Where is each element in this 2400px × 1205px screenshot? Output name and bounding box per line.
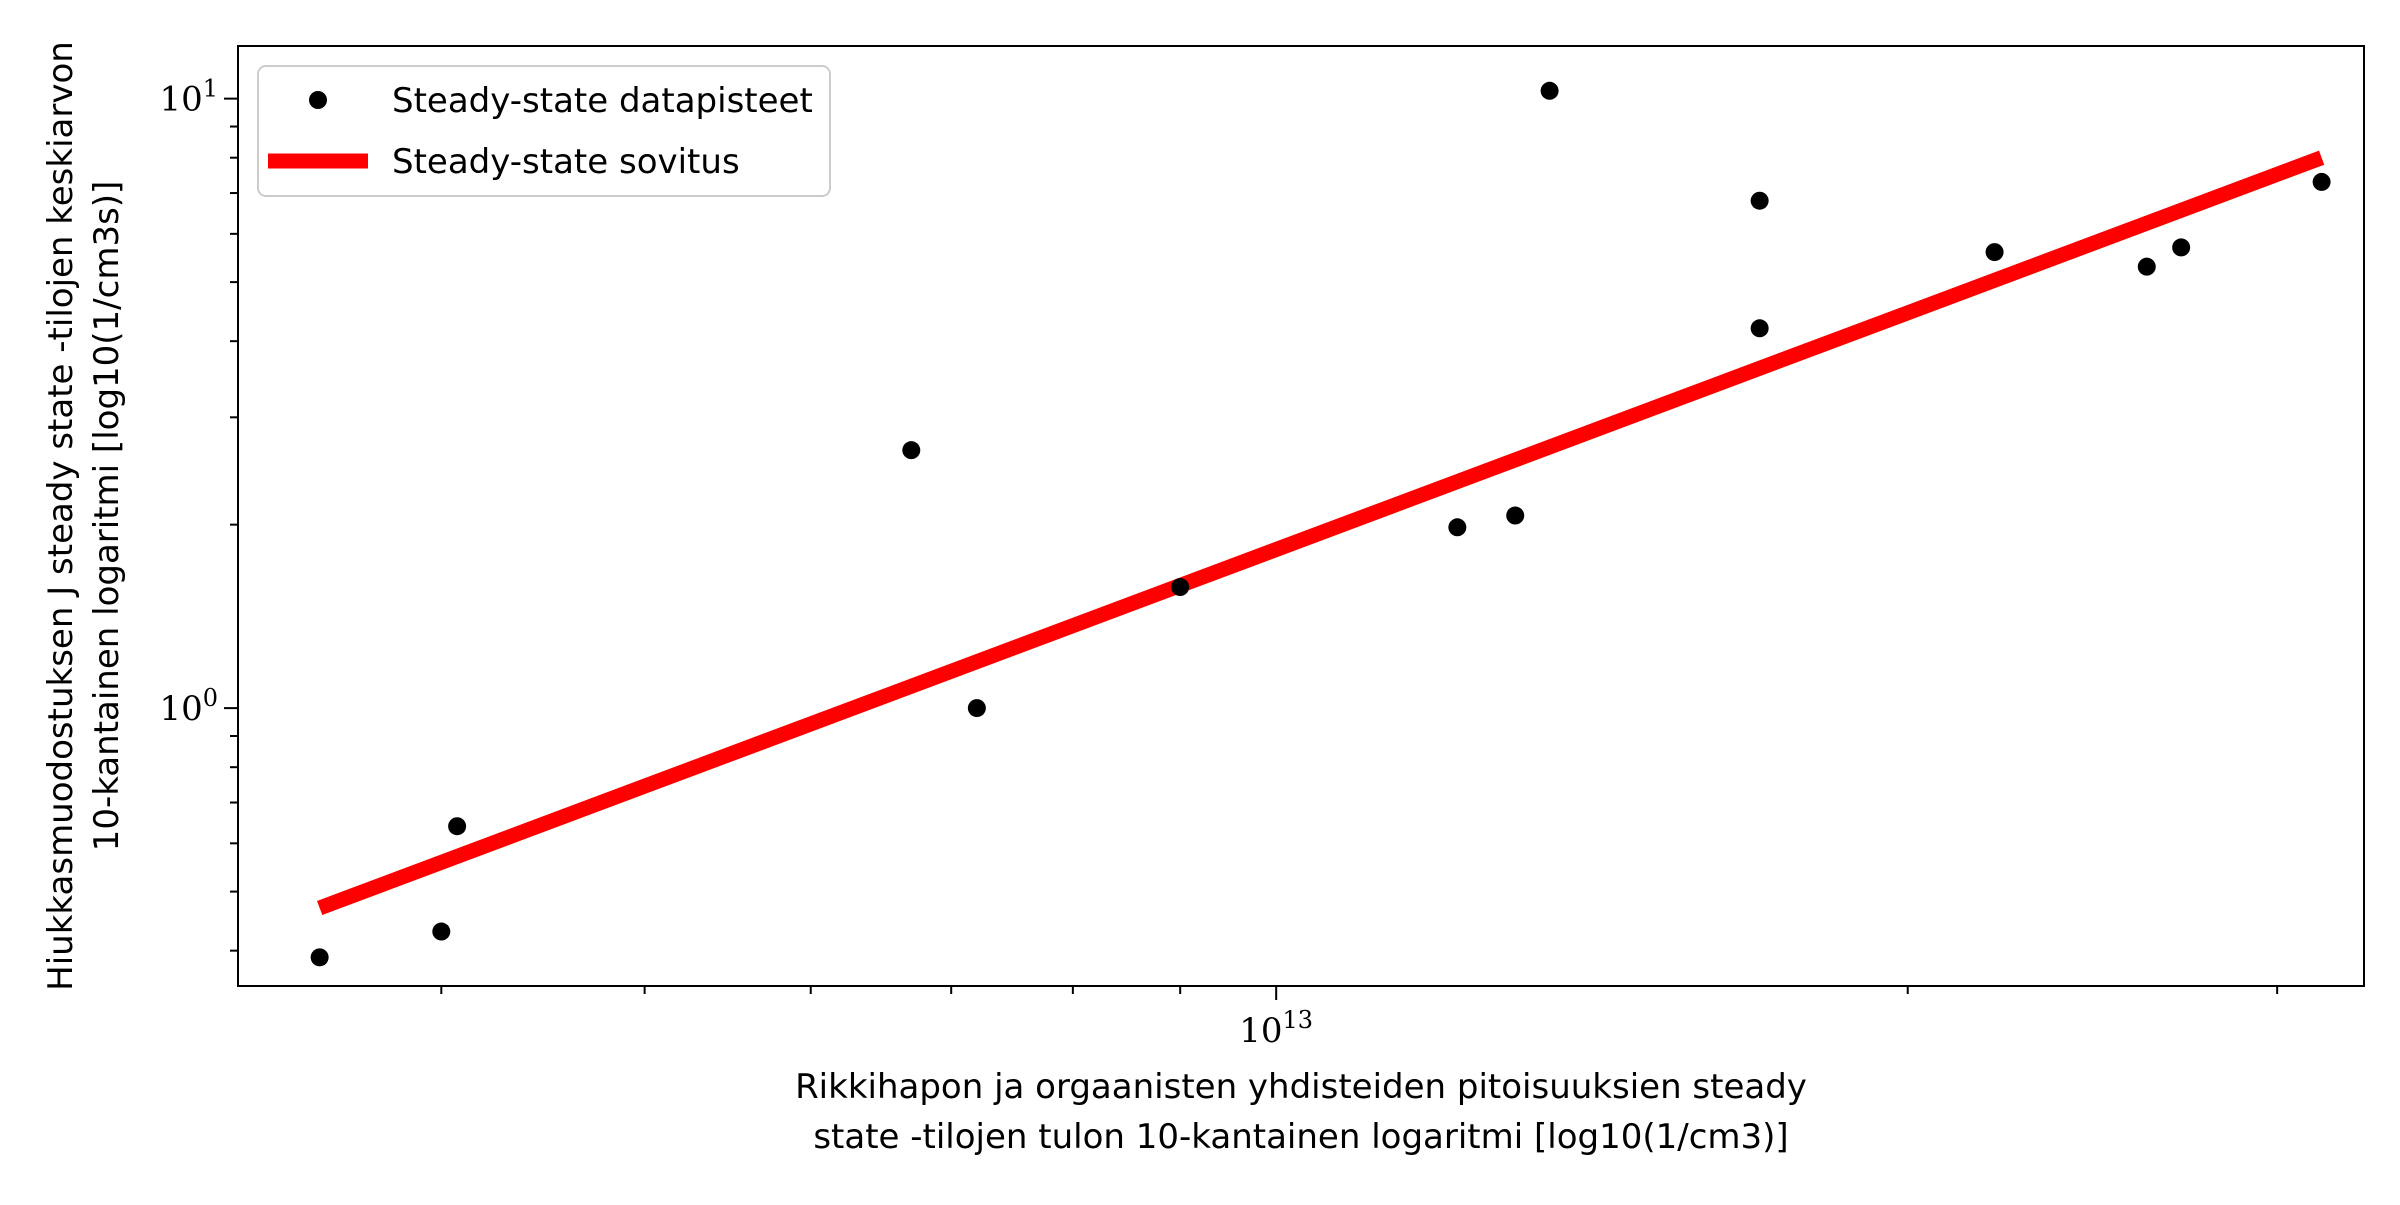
data-point xyxy=(1985,243,2004,262)
plot-area xyxy=(238,46,2364,986)
data-point xyxy=(1506,506,1525,525)
data-point xyxy=(902,441,921,460)
legend-box xyxy=(257,65,831,197)
data-point xyxy=(310,948,329,967)
y-major-ticks: 100 101 xyxy=(159,75,238,729)
plot-frame xyxy=(237,45,2365,987)
data-point xyxy=(1750,191,1769,210)
data-point xyxy=(1448,518,1467,537)
data-point xyxy=(448,817,467,836)
y-tick-label: 101 xyxy=(159,75,218,120)
data-point xyxy=(2312,172,2331,191)
y-minor-ticks xyxy=(230,125,238,952)
legend-point-marker xyxy=(309,91,327,109)
y-tick-label: 100 xyxy=(159,684,218,729)
data-point xyxy=(432,922,451,941)
data-point xyxy=(2172,238,2191,257)
y-axis-label-line1: Hiukkasmuodostuksen J steady state -tilo… xyxy=(41,41,81,991)
x-major-ticks: 1013 xyxy=(1239,986,1313,1051)
data-point xyxy=(2137,257,2156,276)
x-minor-ticks xyxy=(440,986,2279,994)
legend-label-points: Steady-state datapisteet xyxy=(392,81,813,121)
data-point xyxy=(1540,81,1559,100)
fit-line xyxy=(317,150,2325,915)
x-tick-label: 1013 xyxy=(1239,1006,1313,1051)
legend-label-fit: Steady-state sovitus xyxy=(392,142,740,182)
legend: Steady-state datapisteet Steady-state so… xyxy=(257,65,831,197)
data-points-layer xyxy=(310,81,2331,967)
data-point xyxy=(967,699,986,718)
data-point xyxy=(1171,578,1190,597)
x-axis-label-line1: Rikkihapon ja orgaanisten yhdisteiden pi… xyxy=(795,1067,1807,1107)
data-point xyxy=(1750,319,1769,338)
y-axis-label-line2: 10-kantainen logaritmi [log10(1/cm3s)] xyxy=(87,181,127,852)
fit-line-layer xyxy=(317,150,2325,915)
x-axis-label-line2: state -tilojen tulon 10-kantainen logari… xyxy=(813,1117,1788,1157)
